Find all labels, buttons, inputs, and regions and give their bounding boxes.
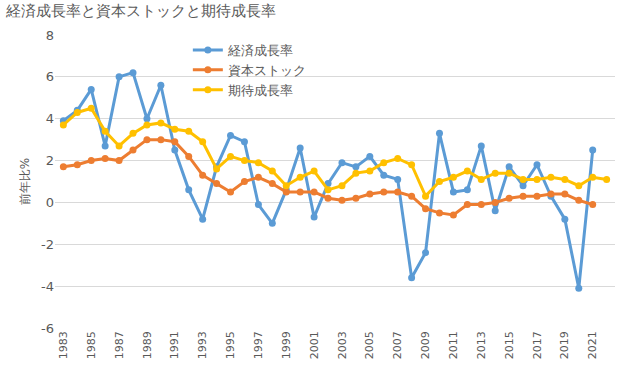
svg-text:1997: 1997 <box>252 331 265 359</box>
svg-text:4: 4 <box>46 111 54 126</box>
svg-text:8: 8 <box>46 28 54 43</box>
svg-text:2005: 2005 <box>363 331 376 359</box>
svg-text:-4: -4 <box>41 279 54 294</box>
svg-text:1999: 1999 <box>280 331 293 359</box>
svg-text:1987: 1987 <box>113 331 126 359</box>
svg-text:1993: 1993 <box>196 331 209 359</box>
svg-text:2013: 2013 <box>475 331 488 359</box>
svg-text:2: 2 <box>46 153 54 168</box>
svg-text:経済成長率: 経済成長率 <box>227 43 293 58</box>
svg-text:経済成長率と資本ストックと期待成長率: 経済成長率と資本ストックと期待成長率 <box>5 2 276 20</box>
svg-text:2019: 2019 <box>558 331 571 359</box>
svg-text:-2: -2 <box>41 237 54 252</box>
svg-text:前年比%: 前年比% <box>18 158 32 205</box>
svg-text:1985: 1985 <box>85 331 98 359</box>
svg-text:2001: 2001 <box>308 331 321 359</box>
svg-text:2015: 2015 <box>503 331 516 359</box>
svg-text:-6: -6 <box>41 321 54 336</box>
svg-text:1991: 1991 <box>168 331 181 359</box>
svg-text:資本ストック: 資本ストック <box>228 63 306 78</box>
svg-text:2007: 2007 <box>391 331 404 359</box>
svg-text:1983: 1983 <box>57 331 70 359</box>
svg-text:2003: 2003 <box>336 331 349 359</box>
svg-text:期待成長率: 期待成長率 <box>228 83 293 98</box>
svg-text:1989: 1989 <box>141 331 154 359</box>
svg-text:2017: 2017 <box>531 331 544 359</box>
svg-text:0: 0 <box>46 195 54 210</box>
svg-text:1995: 1995 <box>224 331 237 359</box>
svg-text:2009: 2009 <box>419 331 432 359</box>
svg-text:6: 6 <box>46 69 54 84</box>
svg-text:2011: 2011 <box>447 331 460 359</box>
svg-text:2021: 2021 <box>586 331 599 359</box>
